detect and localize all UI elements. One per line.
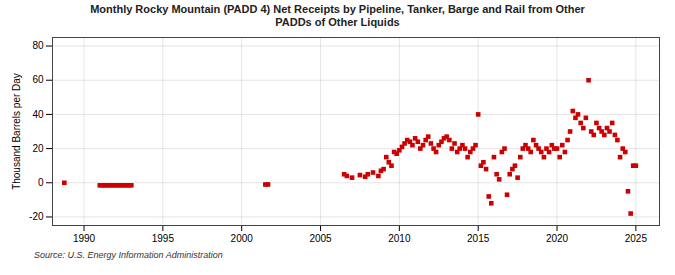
- svg-text:60: 60: [32, 74, 44, 85]
- svg-text:20: 20: [32, 143, 44, 154]
- svg-text:2020: 2020: [546, 233, 569, 244]
- svg-text:2005: 2005: [309, 233, 332, 244]
- svg-text:2015: 2015: [467, 233, 490, 244]
- svg-text:40: 40: [32, 109, 44, 120]
- svg-text:0: 0: [38, 177, 44, 188]
- svg-text:80: 80: [32, 40, 44, 51]
- svg-text:2010: 2010: [388, 233, 411, 244]
- html-text:Monthly Rocky Mountain (PADD 4: Monthly Rocky Mountain (PADD 4) Net Rece…: [90, 3, 585, 28]
- svg-text:2025: 2025: [625, 233, 648, 244]
- svg-text:1990: 1990: [73, 233, 96, 244]
- svg-text:2000: 2000: [231, 233, 254, 244]
- svg-text:Thousand Barrels per Day: Thousand Barrels per Day: [11, 73, 22, 190]
- svg-text:-20: -20: [29, 211, 44, 222]
- html-text:Source: U.S. Energy Informatio: Source: U.S. Energy Information Administ…: [34, 250, 223, 260]
- svg-text:1995: 1995: [152, 233, 175, 244]
